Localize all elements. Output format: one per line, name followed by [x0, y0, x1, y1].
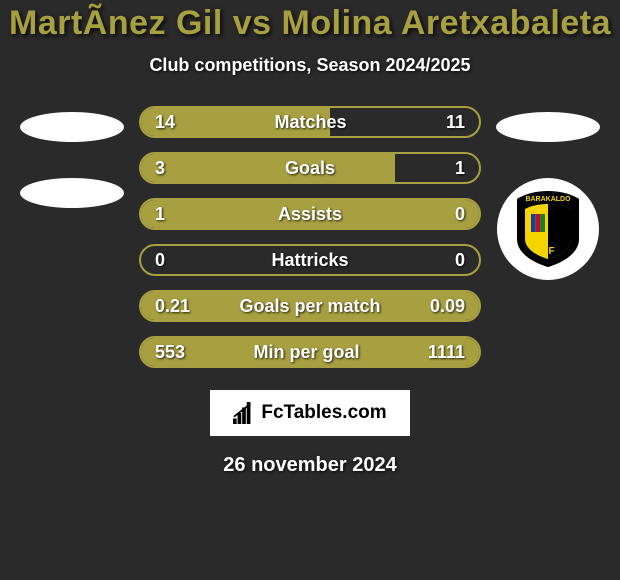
fctables-brand-box: FcTables.com	[210, 390, 410, 436]
stat-value-left: 14	[155, 112, 175, 133]
page-title: MartÃnez Gil vs Molina Aretxabaleta	[9, 4, 611, 43]
stat-value-right: 1111	[428, 342, 465, 363]
stat-value-left: 3	[155, 158, 165, 179]
left-player-badge-1	[20, 112, 124, 142]
stat-label: Assists	[165, 204, 455, 225]
fctables-logo-icon	[233, 402, 255, 424]
stat-row: 14Matches11	[139, 106, 481, 138]
right-player-badge-1	[496, 112, 600, 142]
left-player-badges	[17, 106, 127, 208]
stat-row: 3Goals1	[139, 152, 481, 184]
stat-label: Goals per match	[190, 296, 430, 317]
stat-label: Matches	[175, 112, 446, 133]
date-label: 26 november 2024	[223, 454, 396, 477]
svg-text:CF: CF	[541, 246, 554, 257]
left-player-badge-2	[20, 178, 124, 208]
stat-value-right: 0	[455, 250, 465, 271]
stat-value-right: 0	[455, 204, 465, 225]
stat-value-left: 553	[155, 342, 185, 363]
stats-rows: 14Matches113Goals11Assists00Hattricks00.…	[139, 106, 481, 368]
stat-row: 0.21Goals per match0.09	[139, 290, 481, 322]
right-player-badges: BARAKALDO CF	[493, 106, 603, 280]
stat-value-right: 11	[446, 112, 465, 133]
stat-label: Min per goal	[185, 342, 428, 363]
club-shield-icon: BARAKALDO CF	[513, 189, 583, 269]
stat-row: 1Assists0	[139, 198, 481, 230]
club-name-top: BARAKALDO	[525, 196, 571, 203]
stat-row: 0Hattricks0	[139, 244, 481, 276]
season-subtitle: Club competitions, Season 2024/2025	[149, 55, 470, 76]
stat-label: Hattricks	[165, 250, 455, 271]
fctables-text: FcTables.com	[261, 402, 386, 424]
stat-value-right: 0.09	[430, 296, 465, 317]
stat-row: 553Min per goal1111	[139, 336, 481, 368]
comparison-block: 14Matches113Goals11Assists00Hattricks00.…	[0, 106, 620, 368]
stat-value-left: 1	[155, 204, 165, 225]
right-club-badge: BARAKALDO CF	[497, 178, 599, 280]
stat-label: Goals	[165, 158, 455, 179]
stat-value-left: 0	[155, 250, 165, 271]
stat-value-left: 0.21	[155, 296, 190, 317]
stat-value-right: 1	[455, 158, 465, 179]
